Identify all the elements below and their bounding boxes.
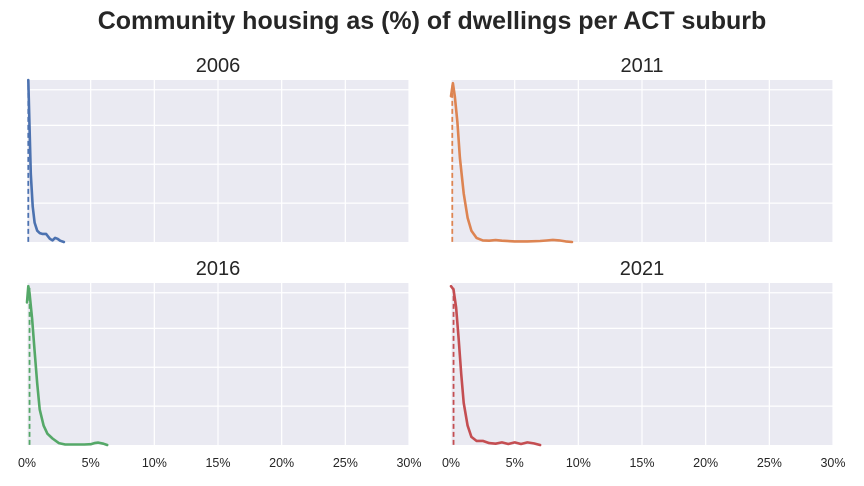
- density-curve: [449, 284, 542, 447]
- x-tick-label: 10%: [566, 456, 591, 470]
- x-tick-label: 5%: [506, 456, 524, 470]
- x-tick-label: 0%: [442, 456, 460, 470]
- panel-title: 2006: [196, 55, 241, 77]
- subplot-2021: 2021 0% 5% 10% 15% 20% 25% 30%: [442, 258, 846, 470]
- panel-title: 2016: [196, 258, 241, 280]
- subplot-2011: 2011: [449, 55, 834, 244]
- density-curve: [27, 78, 66, 244]
- density-curve: [449, 81, 574, 244]
- x-tick-label: 30%: [820, 456, 845, 470]
- density-curve: [25, 284, 109, 447]
- subplots-grid: 2006 2011 2016 0% 5% 10% 15% 20% 25% 30% 2021 0% 5% 1…: [18, 55, 846, 470]
- figure-title: Community housing as (%) of dwellings pe…: [98, 7, 767, 35]
- subplot-2006: 2006: [26, 55, 410, 244]
- x-tick-label: 15%: [205, 456, 230, 470]
- x-tick-label: 0%: [18, 456, 36, 470]
- x-tick-label: 5%: [82, 456, 100, 470]
- x-tick-label: 25%: [333, 456, 358, 470]
- x-tick-label: 30%: [396, 456, 421, 470]
- x-tick-label: 10%: [142, 456, 167, 470]
- subplot-2016: 2016 0% 5% 10% 15% 20% 25% 30%: [18, 258, 422, 470]
- panel-title: 2011: [620, 55, 663, 77]
- x-tick-label: 25%: [757, 456, 782, 470]
- x-tick-label: 20%: [693, 456, 718, 470]
- panel-title: 2021: [620, 258, 665, 280]
- x-tick-label: 20%: [269, 456, 294, 470]
- x-tick-label: 15%: [629, 456, 654, 470]
